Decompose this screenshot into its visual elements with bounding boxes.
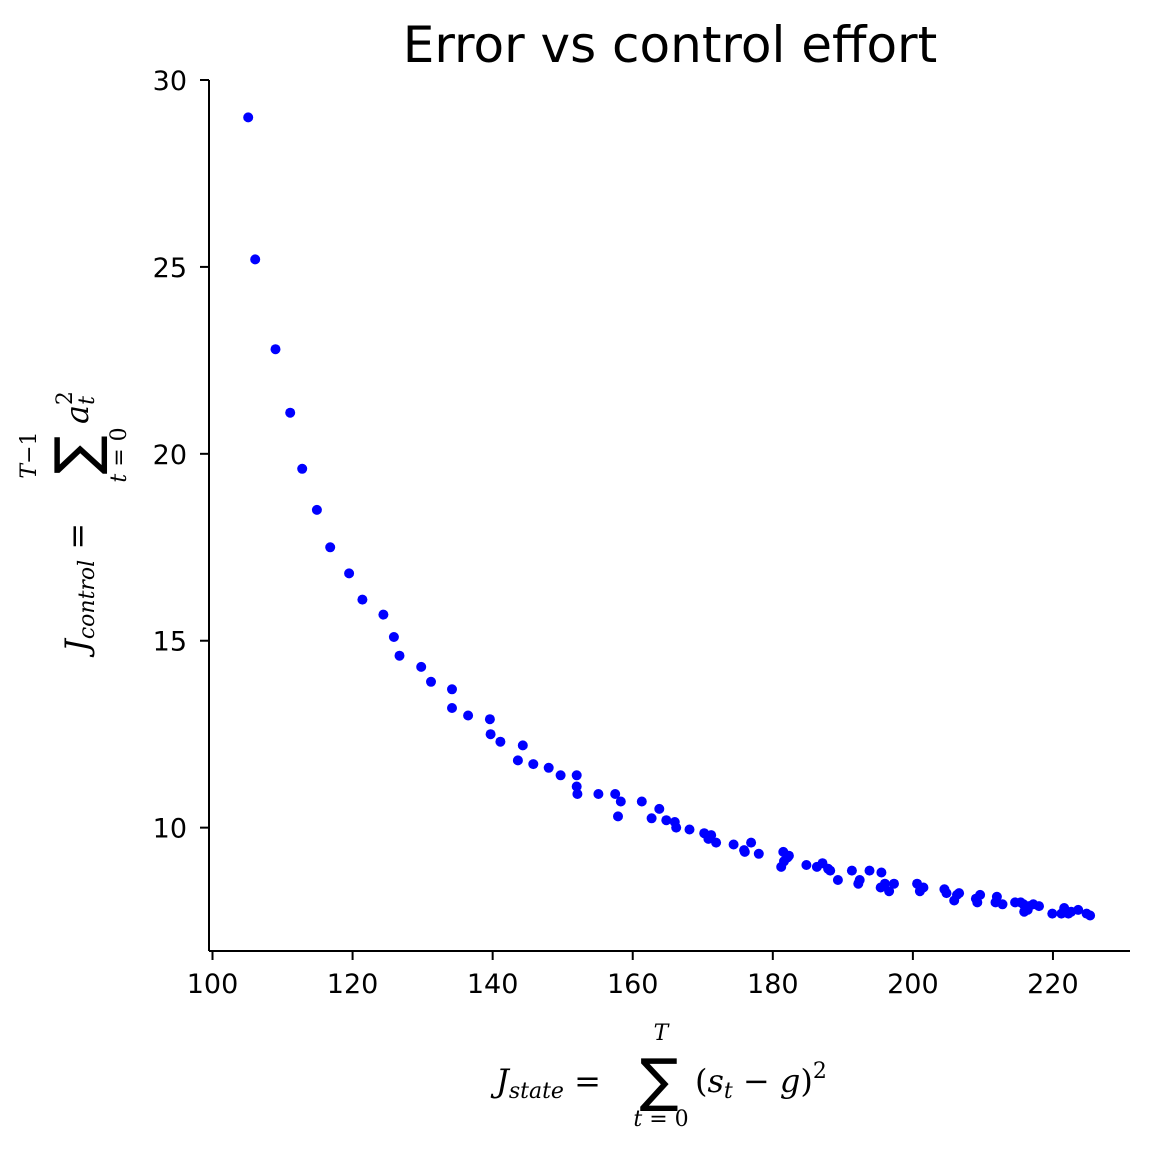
data-point: [572, 789, 583, 799]
data-point: [954, 888, 965, 899]
data-point: [528, 759, 539, 770]
x-axis-ticks: 100 120 140 160 180 200 220: [187, 951, 1079, 1000]
data-point: [463, 710, 474, 721]
data-point: [889, 878, 899, 889]
data-point: [344, 568, 355, 579]
data-point: [512, 755, 523, 766]
chart-title: Error vs control effort: [403, 16, 937, 74]
data-point: [654, 803, 665, 814]
data-point: [615, 796, 626, 807]
svg-text:∑: ∑: [42, 435, 110, 474]
data-point: [270, 344, 281, 355]
data-point: [801, 860, 812, 870]
svg-text:Jstate =: Jstate =: [490, 1062, 601, 1104]
y-tick-label: 15: [153, 627, 187, 658]
data-point: [854, 875, 865, 885]
data-point: [975, 889, 986, 900]
data-point: [484, 714, 495, 725]
data-point: [447, 703, 457, 713]
x-tick-label: 200: [887, 969, 939, 1000]
data-point: [555, 770, 566, 781]
data-point: [646, 813, 657, 824]
svg-text:t = 0: t = 0: [107, 427, 132, 482]
data-point: [610, 789, 621, 799]
data-point: [884, 886, 895, 897]
data-point: [426, 676, 436, 687]
svg-text:∑: ∑: [639, 1046, 678, 1114]
data-point: [250, 254, 261, 265]
data-point: [1085, 910, 1096, 921]
data-point: [746, 837, 757, 848]
svg-text:T−1: T−1: [17, 431, 42, 478]
x-tick-label: 180: [747, 969, 799, 1000]
data-point: [941, 888, 952, 899]
data-point: [325, 542, 336, 553]
y-tick-label: 20: [153, 440, 187, 471]
data-point: [1073, 904, 1084, 915]
data-point: [378, 609, 389, 620]
data-point: [1047, 908, 1058, 919]
data-point: [416, 661, 427, 672]
svg-text:Jcontrol =: Jcontrol =: [58, 523, 100, 658]
data-point: [285, 407, 296, 418]
data-point: [593, 789, 604, 799]
data-point: [485, 729, 496, 740]
y-axis-ticks: 10 15 20 25 30: [153, 66, 209, 845]
data-point: [357, 594, 368, 605]
data-point: [739, 846, 750, 857]
data-point: [543, 762, 554, 773]
y-tick-label: 25: [153, 253, 187, 284]
x-tick-label: 140: [467, 969, 519, 1000]
y-tick-label: 30: [153, 66, 187, 97]
data-point: [571, 770, 582, 781]
data-point: [879, 878, 890, 889]
data-point: [394, 650, 405, 661]
data-points: [243, 112, 1096, 921]
x-tick-label: 220: [1027, 969, 1079, 1000]
data-point: [495, 736, 506, 747]
data-point: [991, 891, 1002, 902]
data-point: [783, 850, 794, 861]
data-point: [825, 865, 836, 876]
data-point: [297, 463, 308, 474]
data-point: [517, 740, 528, 751]
data-point: [636, 796, 647, 807]
svg-text:t = 0: t = 0: [633, 1107, 688, 1132]
svg-text:T: T: [654, 1021, 671, 1046]
y-tick-label: 10: [153, 814, 187, 845]
data-point: [1034, 901, 1044, 912]
y-axis-label: Jcontrol = ∑ T−1 t = 0 at2: [17, 391, 132, 658]
data-point: [711, 837, 722, 848]
data-point: [661, 815, 672, 826]
svg-text:(st − g)2: (st − g)2: [695, 1059, 827, 1104]
data-point: [311, 504, 322, 515]
x-tick-label: 160: [607, 969, 659, 1000]
data-point: [972, 897, 983, 908]
data-point: [728, 839, 739, 850]
data-point: [671, 822, 682, 833]
data-point: [918, 882, 929, 893]
data-point: [447, 684, 457, 695]
data-point: [997, 899, 1008, 910]
data-point: [388, 632, 399, 642]
data-point: [243, 112, 254, 123]
data-point: [706, 830, 717, 841]
x-axis-label: Jstate = ∑ T t = 0 (st − g)2: [490, 1021, 827, 1132]
data-point: [876, 867, 887, 878]
svg-text:at2: at2: [53, 391, 100, 424]
data-point: [571, 781, 582, 792]
data-point: [832, 875, 843, 885]
data-point: [846, 865, 857, 876]
data-point: [684, 824, 695, 835]
data-point: [753, 848, 764, 859]
x-tick-label: 100: [187, 969, 239, 1000]
x-tick-label: 120: [327, 969, 379, 1000]
data-point: [613, 811, 623, 822]
data-point: [864, 865, 875, 876]
